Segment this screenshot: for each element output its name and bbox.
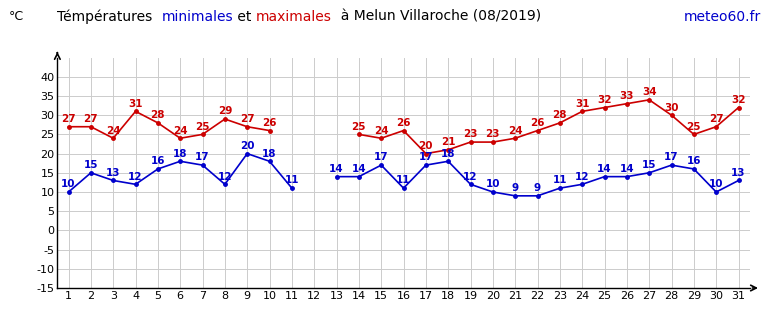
Text: 25: 25 [195,122,210,132]
Text: 17: 17 [195,152,210,163]
Text: 10: 10 [486,179,500,189]
Text: 14: 14 [597,164,612,174]
Text: 28: 28 [151,110,165,120]
Text: 34: 34 [642,87,656,97]
Text: 27: 27 [709,114,724,124]
Text: 17: 17 [418,152,433,163]
Text: 25: 25 [352,122,366,132]
Text: 23: 23 [486,129,500,140]
Text: 26: 26 [262,118,277,128]
Text: 30: 30 [664,102,679,113]
Text: 26: 26 [530,118,545,128]
Text: 24: 24 [508,125,522,136]
Text: 28: 28 [552,110,567,120]
Text: 17: 17 [664,152,679,163]
Text: 18: 18 [262,148,277,159]
Text: 29: 29 [218,106,232,116]
Text: 24: 24 [173,125,187,136]
Text: 31: 31 [575,99,590,109]
Text: 20: 20 [418,141,433,151]
Text: 16: 16 [151,156,165,166]
Text: 31: 31 [129,99,143,109]
Text: minimales: minimales [161,10,233,24]
Text: 18: 18 [441,148,455,159]
Text: à Melun Villaroche (08/2019): à Melun Villaroche (08/2019) [331,10,541,24]
Text: 33: 33 [620,91,634,101]
Text: 18: 18 [173,148,187,159]
Text: 23: 23 [464,129,478,140]
Text: 27: 27 [240,114,255,124]
Text: 13: 13 [106,168,120,178]
Text: 11: 11 [396,175,411,186]
Text: 12: 12 [575,172,590,182]
Text: 14: 14 [620,164,634,174]
Text: 20: 20 [240,141,255,151]
Text: maximales: maximales [256,10,331,24]
Text: 11: 11 [552,175,567,186]
Text: 14: 14 [352,164,366,174]
Text: 9: 9 [512,183,519,193]
Text: 9: 9 [534,183,541,193]
Text: 15: 15 [642,160,656,170]
Text: meteo60.fr: meteo60.fr [684,10,761,24]
Text: 13: 13 [731,168,746,178]
Text: 16: 16 [687,156,701,166]
Text: 12: 12 [129,172,143,182]
Text: 24: 24 [374,125,389,136]
Text: 26: 26 [396,118,411,128]
Text: 24: 24 [106,125,121,136]
Text: 25: 25 [687,122,701,132]
Text: 10: 10 [61,179,76,189]
Text: 21: 21 [441,137,455,147]
Text: 27: 27 [83,114,98,124]
Text: 11: 11 [285,175,299,186]
Text: 12: 12 [464,172,478,182]
Text: 32: 32 [597,95,612,105]
Text: Témpératures: Témpératures [57,10,161,24]
Text: 27: 27 [61,114,76,124]
Text: 14: 14 [329,164,343,174]
Text: et: et [233,10,256,24]
Text: 15: 15 [83,160,98,170]
Text: 10: 10 [709,179,724,189]
Text: 32: 32 [731,95,746,105]
Text: °C: °C [9,10,24,23]
Text: 12: 12 [217,172,232,182]
Text: 17: 17 [374,152,389,163]
